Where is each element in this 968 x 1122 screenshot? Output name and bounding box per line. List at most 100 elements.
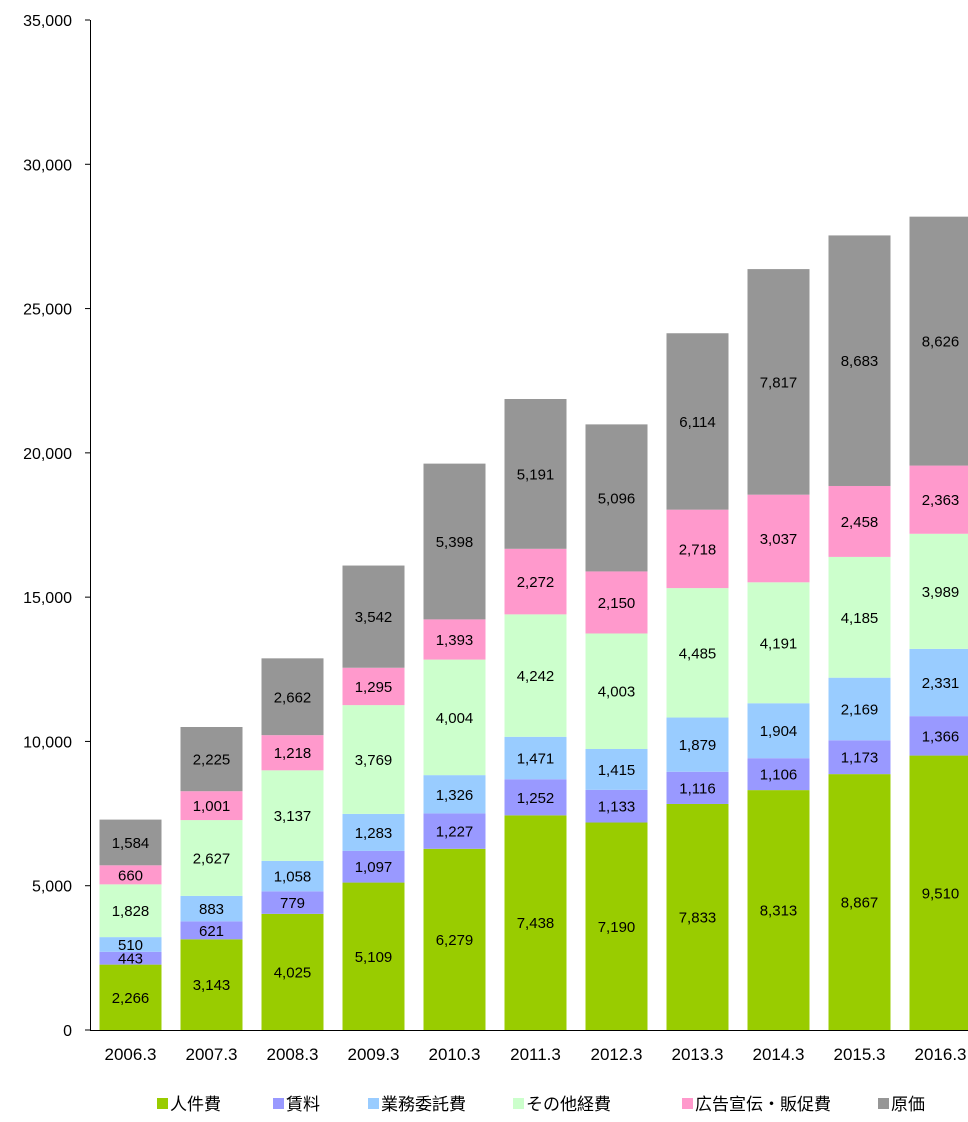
data-label: 2,266: [112, 990, 150, 1007]
legend-label: 原価: [891, 1095, 925, 1115]
data-label: 2,627: [193, 850, 231, 867]
bar-segment: [504, 399, 567, 549]
data-label: 4,185: [841, 610, 879, 627]
data-label: 3,542: [355, 609, 393, 626]
bar-segment: [828, 774, 891, 1030]
data-label: 2,169: [841, 701, 879, 718]
bar-segment: [423, 463, 486, 620]
data-label: 8,626: [922, 334, 960, 351]
x-tick-label: 2010.3: [429, 1045, 481, 1064]
bar-segment: [666, 333, 729, 510]
bar-segment: [909, 216, 968, 466]
bar-segment: [747, 582, 810, 704]
bar-segment: [180, 895, 243, 922]
bar-segment: [342, 667, 405, 706]
y-tick-label: 10,000: [23, 734, 72, 751]
data-label: 1,879: [679, 737, 717, 754]
data-label: 1,828: [112, 903, 150, 920]
data-label: 3,037: [760, 531, 798, 548]
legend-swatch: [878, 1098, 889, 1109]
bar-segment: [585, 822, 648, 1030]
x-tick-label: 2014.3: [753, 1045, 805, 1064]
bar-segment: [342, 565, 405, 668]
bar-segment: [828, 235, 891, 486]
bar-segment: [423, 848, 486, 1030]
legend-label: 人件費: [170, 1095, 221, 1115]
data-label: 9,510: [922, 885, 960, 902]
bar-segment: [585, 424, 648, 572]
data-label: 1,471: [517, 751, 555, 768]
legend-swatch: [157, 1098, 168, 1109]
bar-segment: [504, 614, 567, 737]
data-label: 1,584: [112, 835, 150, 852]
data-label: 2,331: [922, 675, 960, 692]
y-tick-label: 5,000: [32, 879, 72, 896]
bar-segment: [666, 771, 729, 804]
bar-segment: [504, 779, 567, 816]
bar-segment: [747, 758, 810, 791]
data-label: 2,150: [598, 595, 636, 612]
data-label: 1,058: [274, 869, 312, 886]
data-label: 5,109: [355, 949, 393, 966]
bar-segment: [180, 921, 243, 940]
data-label: 5,096: [598, 490, 636, 507]
bar-segment: [666, 588, 729, 718]
bar-segment: [180, 791, 243, 821]
data-label: 1,097: [355, 859, 393, 876]
bar-segment: [909, 465, 968, 534]
data-label: 7,190: [598, 919, 636, 936]
bar-segment: [504, 736, 567, 780]
bar-segment: [585, 571, 648, 634]
legend-label: 広告宣伝・販促費: [695, 1095, 831, 1115]
bar-segment: [261, 658, 324, 736]
legend-swatch: [368, 1098, 379, 1109]
data-label: 5,398: [436, 534, 474, 551]
bar-segment: [99, 964, 162, 1030]
data-label: 621: [199, 923, 224, 940]
data-label: 1,366: [922, 728, 960, 745]
bar-segment: [828, 556, 891, 678]
bar-segment: [99, 884, 162, 938]
data-label: 6,279: [436, 932, 474, 949]
data-label: 1,393: [436, 632, 474, 649]
data-label: 1,106: [760, 767, 798, 784]
bar-segment: [828, 677, 891, 741]
x-tick-label: 2016.3: [915, 1045, 967, 1064]
bar-segment: [99, 951, 162, 965]
data-label: 1,283: [355, 825, 393, 842]
bar-segment: [342, 882, 405, 1030]
bar-segment: [99, 937, 162, 952]
bar-segment: [423, 619, 486, 660]
bar-segment: [747, 269, 810, 495]
bar-segment: [585, 633, 648, 749]
data-label: 2,458: [841, 514, 879, 531]
y-tick-label: 30,000: [23, 157, 72, 174]
data-label: 1,326: [436, 787, 474, 804]
bar-segment: [180, 820, 243, 896]
x-tick-label: 2015.3: [834, 1045, 886, 1064]
legend-label: 賃料: [286, 1095, 320, 1115]
x-tick-label: 2012.3: [591, 1045, 643, 1064]
legend-label: その他経費: [526, 1095, 611, 1115]
data-label: 2,225: [193, 752, 231, 769]
legend-label: 業務委託費: [381, 1095, 466, 1115]
data-label: 2,272: [517, 574, 555, 591]
bar-segment: [261, 913, 324, 1030]
data-label: 8,313: [760, 903, 798, 920]
data-label: 1,173: [841, 750, 879, 767]
bar-segment: [261, 860, 324, 892]
x-tick-label: 2006.3: [105, 1045, 157, 1064]
data-label: 4,485: [679, 645, 717, 662]
bar-segment: [666, 509, 729, 589]
data-label: 2,363: [922, 492, 960, 509]
bar-segment: [666, 717, 729, 772]
bar-segment: [180, 939, 243, 1030]
data-label: 1,227: [436, 824, 474, 841]
y-tick-label: 0: [63, 1023, 72, 1040]
data-label: 1,116: [679, 780, 715, 797]
bar-segment: [747, 703, 810, 759]
data-label: 3,769: [355, 752, 393, 769]
y-tick-label: 15,000: [23, 590, 72, 607]
